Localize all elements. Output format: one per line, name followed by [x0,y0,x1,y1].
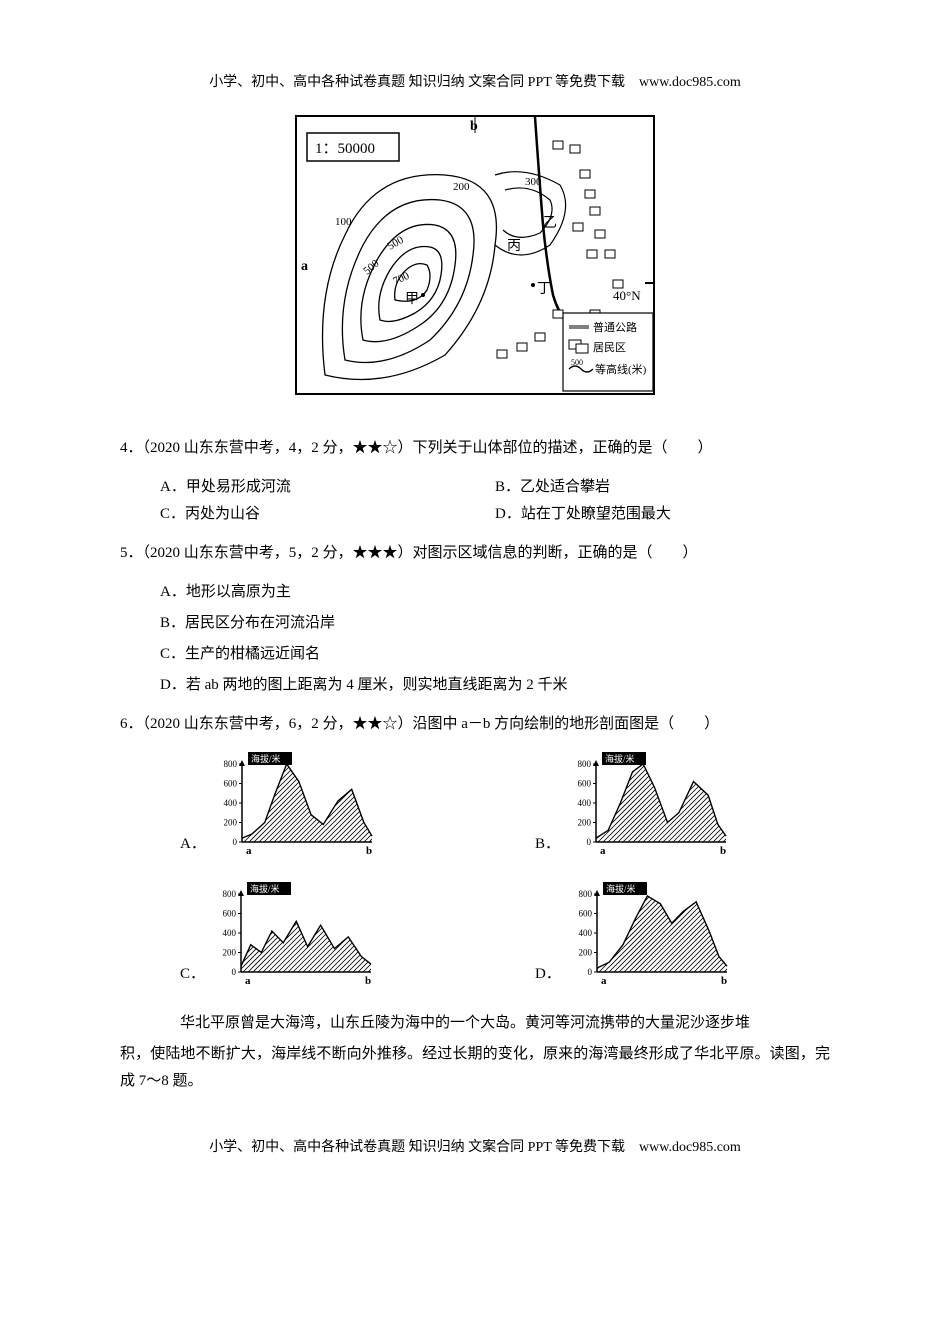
svg-text:b: b [470,119,478,134]
q5-options: A．地形以高原为主 B．居民区分布在河流沿岸 C．生产的柑橘远近闻名 D．若 a… [160,579,830,699]
q5-opt-a: A．地形以高原为主 [160,579,830,606]
svg-text:乙: 乙 [543,215,557,231]
q5-stem: 5．（2020 山东东营中考，5，2 分，★★★）对图示区域信息的判断，正确的是… [120,545,698,561]
svg-text:b: b [366,845,372,857]
q5-opt-b: B．居民区分布在河流沿岸 [160,610,830,637]
svg-text:500: 500 [571,358,583,367]
question-5: 5．（2020 山东东营中考，5，2 分，★★★）对图示区域信息的判断，正确的是… [120,540,830,567]
q4-opt-c: C．丙处为山谷 [160,501,495,528]
svg-text:200: 200 [223,818,237,828]
svg-text:0: 0 [232,837,237,847]
svg-text:600: 600 [578,909,592,919]
profile-D: D． 海拔/米 0 200 400 600 800 a b [535,880,830,990]
q4-opt-a: A．甲处易形成河流 [160,474,495,501]
svg-text:100: 100 [335,216,352,228]
svg-text:0: 0 [232,967,237,977]
svg-text:丁: 丁 [537,282,551,297]
page-header: 小学、初中、高中各种试卷真题 知识归纳 文案合同 PPT 等免费下载 www.d… [120,70,830,95]
profile-C: C． 海拔/米 0 200 400 600 800 a b [180,880,475,990]
passage-line2: 积，使陆地不断扩大，海岸线不断向外推移。经过长期的变化，原来的海湾最终形成了华北… [120,1041,830,1095]
q4-options-row1: A．甲处易形成河流 B．乙处适合攀岩 [160,474,830,501]
topographic-map: 1：50000 b a 100 200 300 500 500 700 甲 乙 … [120,115,830,405]
question-6: 6．（2020 山东东营中考，6，2 分，★★☆）沿图中 a－b 方向绘制的地形… [120,711,830,738]
q5-opt-d: D．若 ab 两地的图上距离为 4 厘米，则实地直线距离为 2 千米 [160,672,830,699]
svg-text:800: 800 [578,889,592,899]
q4-opt-d: D．站在丁处瞭望范围最大 [495,501,830,528]
svg-text:b: b [721,975,727,987]
svg-text:b: b [720,845,726,857]
page-footer: 小学、初中、高中各种试卷真题 知识归纳 文案合同 PPT 等免费下载 www.d… [120,1135,830,1160]
label-A: A． [180,831,206,860]
svg-text:普通公路: 普通公路 [593,320,637,334]
svg-text:a: a [246,845,252,857]
svg-text:600: 600 [223,779,237,789]
profile-B: B． 海拔/米 0 200 400 600 800 a b [535,750,830,860]
map-legend: 普通公路 居民区 500 等高线(米) [563,313,653,391]
q6-stem: 6．（2020 山东东营中考，6，2 分，★★☆）沿图中 a－b 方向绘制的地形… [120,716,719,732]
svg-text:600: 600 [223,909,237,919]
svg-text:a: a [301,259,308,274]
svg-text:200: 200 [453,181,470,193]
svg-text:b: b [365,975,371,987]
svg-text:0: 0 [587,967,592,977]
svg-text:0: 0 [587,837,592,847]
svg-text:丙: 丙 [507,239,521,254]
svg-text:200: 200 [578,818,592,828]
svg-text:海拔/米: 海拔/米 [251,753,281,764]
label-B: B． [535,831,560,860]
svg-text:800: 800 [223,759,237,769]
q4-stem: 4．（2020 山东东营中考，4，2 分，★★☆）下列关于山体部位的描述，正确的… [120,440,713,456]
svg-text:40°N: 40°N [613,288,641,303]
svg-text:800: 800 [223,889,237,899]
passage-line1: 华北平原曾是大海湾，山东丘陵为海中的一个大岛。黄河等河流携带的大量泥沙逐步堆 [180,1010,830,1037]
svg-text:海拔/米: 海拔/米 [250,883,280,894]
svg-text:600: 600 [578,779,592,789]
svg-text:甲: 甲 [405,292,419,307]
q4-opt-b: B．乙处适合攀岩 [495,474,830,501]
svg-text:海拔/米: 海拔/米 [606,883,636,894]
svg-text:400: 400 [223,928,237,938]
svg-text:200: 200 [223,948,237,958]
profile-A: A． 海拔/米 0 200 400 600 800 a b [180,750,475,860]
svg-text:400: 400 [578,928,592,938]
question-4: 4．（2020 山东东营中考，4，2 分，★★☆）下列关于山体部位的描述，正确的… [120,435,830,462]
label-C: C． [180,961,205,990]
svg-text:海拔/米: 海拔/米 [605,753,635,764]
profile-charts: A． 海拔/米 0 200 400 600 800 a b B． 海拔/米 0 200 400 600… [180,750,830,990]
label-D: D． [535,961,561,990]
svg-text:居民区: 居民区 [593,342,626,354]
svg-text:800: 800 [578,759,592,769]
svg-text:a: a [600,845,606,857]
svg-text:400: 400 [578,798,592,808]
svg-text:200: 200 [578,948,592,958]
svg-text:等高线(米): 等高线(米) [595,362,647,376]
q4-options-row2: C．丙处为山谷 D．站在丁处瞭望范围最大 [160,501,830,528]
svg-text:a: a [245,975,251,987]
svg-text:a: a [601,975,607,987]
map-scale: 1：50000 [315,141,375,157]
q5-opt-c: C．生产的柑橘远近闻名 [160,641,830,668]
svg-text:400: 400 [223,798,237,808]
